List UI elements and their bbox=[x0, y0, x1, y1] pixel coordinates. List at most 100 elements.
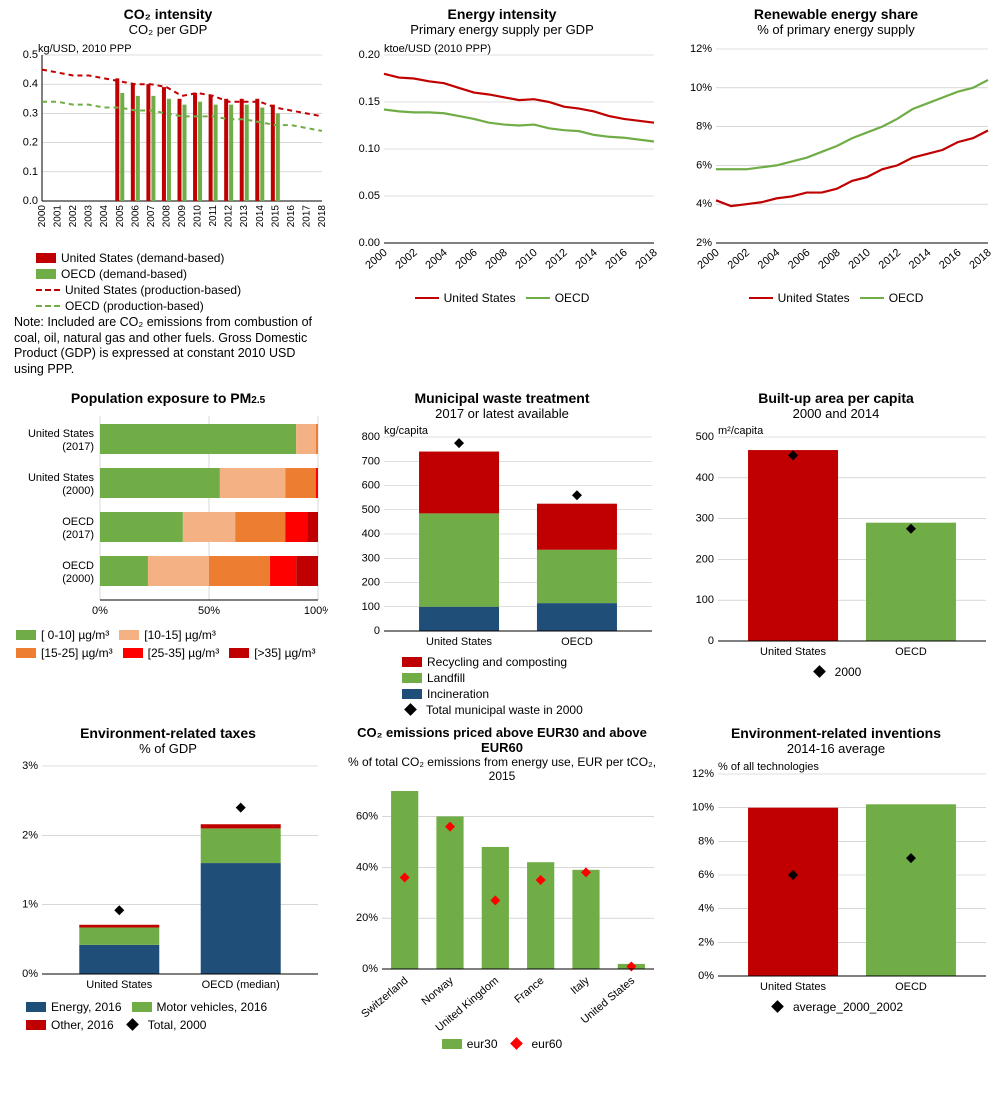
svg-text:2004: 2004 bbox=[756, 247, 782, 272]
svg-text:United States: United States bbox=[426, 636, 493, 648]
svg-text:0.20: 0.20 bbox=[359, 49, 380, 61]
svg-text:2010: 2010 bbox=[846, 247, 872, 272]
svg-text:0%: 0% bbox=[362, 963, 378, 975]
title: Renewable energy share bbox=[676, 6, 996, 22]
svg-text:France: France bbox=[513, 974, 547, 1005]
svg-text:kg/USD, 2010 PPP: kg/USD, 2010 PPP bbox=[38, 43, 132, 55]
svg-text:0.1: 0.1 bbox=[23, 166, 38, 178]
svg-text:Italy: Italy bbox=[569, 974, 593, 996]
panel-energy-intensity: Energy intensity Primary energy supply p… bbox=[342, 6, 662, 382]
legend-energy: United States OECD bbox=[342, 291, 662, 305]
svg-text:2016: 2016 bbox=[937, 247, 963, 272]
svg-text:0.2: 0.2 bbox=[23, 137, 38, 149]
svg-text:2006: 2006 bbox=[453, 247, 479, 272]
svg-text:800: 800 bbox=[362, 431, 380, 443]
svg-text:2018: 2018 bbox=[967, 247, 993, 272]
svg-text:8%: 8% bbox=[696, 121, 712, 133]
svg-text:400: 400 bbox=[696, 471, 714, 483]
title: Environment-related taxes bbox=[8, 725, 328, 741]
svg-text:2%: 2% bbox=[698, 936, 714, 948]
svg-text:United States: United States bbox=[28, 472, 95, 484]
svg-text:2014: 2014 bbox=[255, 205, 266, 228]
svg-text:10%: 10% bbox=[690, 82, 712, 94]
panel-co2-intensity: CO₂ intensity CO₂ per GDP kg/USD, 2010 P… bbox=[8, 6, 328, 382]
svg-text:3%: 3% bbox=[22, 760, 38, 772]
panel-builtup: Built-up area per capita 2000 and 2014 m… bbox=[676, 390, 996, 717]
svg-text:2003: 2003 bbox=[84, 205, 95, 228]
title: Municipal waste treatment bbox=[342, 390, 662, 406]
svg-text:0%: 0% bbox=[22, 968, 38, 980]
svg-text:4%: 4% bbox=[698, 902, 714, 914]
panel-renewable: Renewable energy share % of primary ener… bbox=[676, 6, 996, 382]
svg-text:2002: 2002 bbox=[726, 247, 752, 272]
chart-priced: 0%20%40%60%SwitzerlandNorwayUnited Kingd… bbox=[342, 785, 662, 1035]
svg-text:300: 300 bbox=[362, 552, 380, 564]
subtitle: Primary energy supply per GDP bbox=[342, 22, 662, 37]
svg-text:2007: 2007 bbox=[146, 205, 157, 228]
note-co2: Note: Included are CO₂ emissions from co… bbox=[8, 313, 328, 382]
svg-text:2017: 2017 bbox=[301, 205, 312, 228]
legend-taxes: Energy, 2016 Motor vehicles, 2016 Other,… bbox=[8, 1000, 328, 1032]
svg-text:OECD: OECD bbox=[62, 516, 94, 528]
svg-text:2012: 2012 bbox=[543, 247, 569, 272]
svg-text:(2017): (2017) bbox=[62, 441, 94, 453]
panel-taxes: Environment-related taxes % of GDP 0%1%2… bbox=[8, 725, 328, 1051]
title: CO₂ emissions priced above EUR30 and abo… bbox=[342, 725, 662, 755]
svg-text:20%: 20% bbox=[356, 912, 378, 924]
svg-text:60%: 60% bbox=[356, 810, 378, 822]
svg-text:6%: 6% bbox=[696, 159, 712, 171]
svg-text:200: 200 bbox=[362, 576, 380, 588]
svg-text:kg/capita: kg/capita bbox=[384, 425, 429, 437]
svg-text:2000: 2000 bbox=[37, 205, 48, 228]
svg-text:% of all technologies: % of all technologies bbox=[718, 761, 819, 773]
title: Energy intensity bbox=[342, 6, 662, 22]
svg-text:(2000): (2000) bbox=[62, 573, 94, 585]
svg-text:50%: 50% bbox=[198, 605, 220, 617]
subtitle: % of GDP bbox=[8, 741, 328, 756]
svg-text:300: 300 bbox=[696, 512, 714, 524]
title: Built-up area per capita bbox=[676, 390, 996, 406]
svg-text:2010: 2010 bbox=[193, 205, 204, 228]
svg-text:United States: United States bbox=[760, 981, 827, 993]
svg-text:12%: 12% bbox=[692, 768, 714, 780]
svg-text:2005: 2005 bbox=[115, 205, 126, 228]
svg-text:10%: 10% bbox=[692, 801, 714, 813]
chart-grid: CO₂ intensity CO₂ per GDP kg/USD, 2010 P… bbox=[0, 0, 1000, 1055]
panel-inventions: Environment-related inventions 2014-16 a… bbox=[676, 725, 996, 1051]
svg-text:ktoe/USD (2010 PPP): ktoe/USD (2010 PPP) bbox=[384, 43, 491, 55]
subtitle: 2017 or latest available bbox=[342, 406, 662, 421]
svg-text:2004: 2004 bbox=[423, 247, 449, 272]
svg-text:0.05: 0.05 bbox=[359, 190, 380, 202]
svg-text:2001: 2001 bbox=[53, 205, 64, 228]
legend-waste: Recycling and composting Landfill Incine… bbox=[342, 655, 662, 717]
svg-text:2000: 2000 bbox=[695, 247, 721, 272]
svg-text:8%: 8% bbox=[698, 835, 714, 847]
svg-text:0%: 0% bbox=[698, 970, 714, 982]
svg-text:OECD: OECD bbox=[561, 636, 593, 648]
svg-text:2000: 2000 bbox=[363, 247, 389, 272]
chart-builtup: m²/capita0100200300400500United StatesOE… bbox=[676, 423, 996, 663]
svg-text:0: 0 bbox=[374, 625, 380, 637]
legend-priced: eur30 eur60 bbox=[342, 1037, 662, 1051]
legend-builtup: 2000 bbox=[676, 665, 996, 679]
svg-text:2012: 2012 bbox=[877, 247, 903, 272]
svg-text:700: 700 bbox=[362, 455, 380, 467]
subtitle: % of total CO₂ emissions from energy use… bbox=[342, 755, 662, 783]
svg-text:2010: 2010 bbox=[513, 247, 539, 272]
svg-text:m²/capita: m²/capita bbox=[718, 425, 764, 437]
chart-waste: kg/capita0100200300400500600700800United… bbox=[342, 423, 662, 653]
chart-co2-intensity: kg/USD, 2010 PPP0.00.10.20.30.40.5200020… bbox=[8, 39, 328, 249]
svg-text:2006: 2006 bbox=[130, 205, 141, 228]
svg-text:United States: United States bbox=[86, 979, 153, 991]
svg-text:0%: 0% bbox=[92, 605, 108, 617]
svg-text:100: 100 bbox=[362, 600, 380, 612]
svg-text:2004: 2004 bbox=[99, 205, 110, 228]
svg-text:4%: 4% bbox=[696, 198, 712, 210]
svg-text:2009: 2009 bbox=[177, 205, 188, 228]
svg-text:Switzerland: Switzerland bbox=[359, 974, 410, 1020]
svg-text:200: 200 bbox=[696, 553, 714, 565]
svg-text:6%: 6% bbox=[698, 869, 714, 881]
title: Environment-related inventions bbox=[676, 725, 996, 741]
svg-text:0.0: 0.0 bbox=[23, 195, 38, 207]
svg-text:2016: 2016 bbox=[286, 205, 297, 228]
